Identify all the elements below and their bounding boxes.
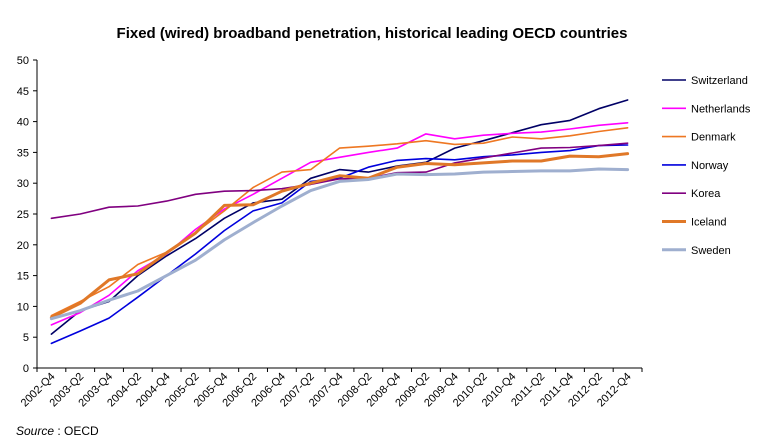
source-label: Source — [16, 424, 55, 438]
legend-label: Switzerland — [691, 75, 748, 87]
legend-label: Sweden — [691, 245, 731, 257]
y-tick-label: 10 — [17, 301, 29, 313]
source-note: Source : OECD — [16, 424, 99, 438]
y-tick-label: 50 — [17, 55, 29, 67]
y-axis: 0 5 10 15 20 25 30 35 40 45 50 — [17, 55, 37, 375]
series-line-iceland — [49, 152, 630, 319]
y-tick-label: 15 — [17, 271, 29, 283]
legend-label: Denmark — [691, 132, 736, 144]
legend-label: Norway — [691, 160, 729, 172]
y-tick-label: 25 — [17, 209, 29, 221]
series-line-denmark — [50, 127, 629, 317]
series-line-switzerland — [50, 99, 629, 335]
y-tick-label: 35 — [17, 147, 29, 159]
source-text: : OECD — [57, 424, 99, 438]
y-tick-label: 5 — [23, 332, 29, 344]
chart-title: Fixed (wired) broadband penetration, his… — [117, 25, 628, 42]
legend-label: Netherlands — [691, 103, 751, 115]
y-tick-label: 40 — [17, 117, 29, 129]
legend: Switzerland Netherlands Denmark Norway Korea… — [662, 75, 751, 257]
series-lines — [49, 99, 630, 345]
y-tick-label: 45 — [17, 86, 29, 98]
x-axis: 2002-Q42003-Q22003-Q42004-Q22004-Q42005-… — [19, 368, 643, 409]
y-tick-label: 0 — [23, 363, 29, 375]
series-line-sweden — [49, 167, 630, 321]
legend-label: Korea — [691, 188, 721, 200]
y-tick-label: 20 — [17, 240, 29, 252]
y-tick-label: 30 — [17, 178, 29, 190]
legend-label: Iceland — [691, 217, 726, 229]
axes — [36, 60, 642, 369]
series-line-korea — [50, 142, 629, 220]
